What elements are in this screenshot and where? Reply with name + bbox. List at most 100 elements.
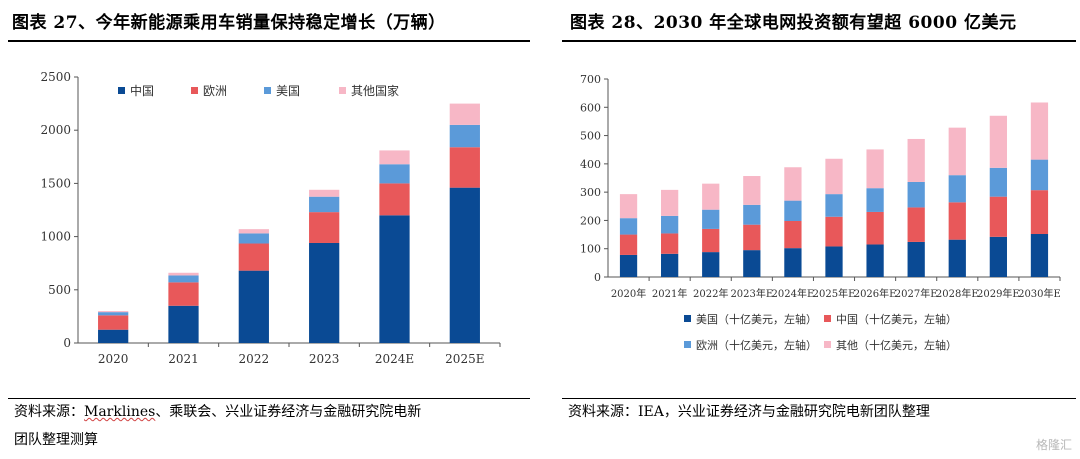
left-chart-bar-segment (309, 242, 340, 343)
right-chart-bar-segment (702, 228, 720, 253)
left-source-prefix: 资料来源： (14, 404, 84, 420)
right-chart-bar-segment (702, 209, 720, 229)
left-source: 资料来源：Marklines、乘联会、兴业证券经济与金融研究院电新 团队整理测算 (14, 398, 530, 454)
right-chart-bar-segment (866, 211, 884, 245)
left-chart-title: 图表 27、今年新能源乘用车销量保持稳定增长（万辆） (12, 13, 446, 33)
left-chart-svg: 0 500 1000 1500 2000 2500 2020 2021 2022 2023 2024… (40, 70, 501, 366)
right-chart-x-tick-label: 2020年 (611, 287, 646, 300)
right-panel: 图表 28、2030 年全球电网投资额有望超 6000 亿美元 0 100 200 3… (562, 0, 1080, 459)
right-chart-y-tick-label: 200 (580, 214, 601, 227)
left-chart-y-tick-label: 0 (63, 336, 71, 350)
right-chart-bar-segment (702, 252, 720, 277)
right-chart-bar-segment (866, 149, 884, 189)
right-chart-title: 图表 28、2030 年全球电网投资额有望超 6000 亿美元 (570, 13, 1017, 33)
right-chart-bar-segment (825, 246, 843, 277)
left-chart-bar-segment (98, 315, 129, 330)
right-chart-bar-segment (619, 254, 638, 277)
right-legend-label: 美国（十亿美元，左轴） (696, 312, 817, 326)
left-chart-bar-segment (98, 311, 129, 313)
left-chart-bar-segment (379, 150, 410, 165)
right-chart-bar-segment (702, 183, 720, 210)
left-chart-bar-segment (379, 183, 410, 216)
right-chart-x-tick-label: 2028年E (936, 287, 979, 300)
right-chart-y-tick-label: 400 (580, 158, 601, 171)
left-legend-label: 欧洲 (203, 84, 227, 98)
left-chart-y-tick-label: 1000 (40, 230, 71, 244)
left-chart-x-tick-label: 2024E (375, 352, 414, 366)
left-chart-x-tick-label: 2025E (445, 352, 484, 366)
left-chart-bar-segment (168, 282, 199, 306)
right-chart-x-tick-label: 2023年E (730, 287, 773, 300)
right-chart-bar-segment (948, 175, 966, 203)
right-chart-bar-segment (619, 194, 638, 219)
watermark: 格隆汇 (1035, 438, 1072, 452)
right-chart-bar-segment (948, 127, 966, 176)
right-chart-bar-segment (661, 215, 679, 234)
left-legend-swatch (264, 87, 271, 94)
left-chart-bar-segment (238, 229, 269, 234)
right-chart-x-tick-label: 2030年E (1018, 287, 1061, 300)
right-chart-bar-segment (743, 250, 761, 277)
right-chart-y-tick-label: 100 (580, 243, 601, 256)
right-chart-bar-segment (743, 204, 761, 225)
left-chart-bar-segment (168, 305, 199, 343)
right-chart-bar-segment (661, 233, 679, 254)
left-chart-area: 0 500 1000 1500 2000 2500 2020 2021 2022 2023 2024… (8, 55, 530, 377)
left-source-marklines: Marklines (84, 404, 156, 420)
left-chart-bar-segment (379, 215, 410, 343)
left-chart-bar-segment (309, 189, 340, 197)
left-chart-bar-segment (168, 275, 199, 283)
left-legend-label: 美国 (276, 84, 300, 98)
right-chart-bar-segment (743, 224, 761, 251)
right-chart-bar-segment (1030, 102, 1049, 160)
left-chart-x-tick-label: 2020 (98, 352, 129, 366)
right-chart-y-tick-label: 0 (594, 271, 601, 284)
left-source-rule (8, 398, 530, 399)
right-chart-bar-segment (989, 236, 1007, 277)
right-chart-bar-segment (907, 207, 925, 242)
left-chart-y-tick-label: 2000 (40, 123, 71, 137)
right-chart-bar-segment (1030, 159, 1049, 191)
right-chart-x-tick-label: 2024年E (772, 287, 815, 300)
left-legend-label: 中国 (130, 83, 154, 98)
right-chart-bar-segment (948, 239, 966, 277)
right-chart-bar-segment (907, 241, 925, 277)
left-chart-x-tick-label: 2022 (239, 352, 270, 366)
right-legend-swatch (684, 315, 691, 322)
left-chart-bar-segment (449, 103, 480, 125)
left-chart-bar-segment (449, 147, 480, 188)
right-chart-x-tick-label: 2022年 (693, 287, 728, 300)
right-legend-swatch (824, 341, 831, 348)
right-chart-bar-segment (619, 234, 638, 255)
right-chart-y-tick-label: 700 (580, 73, 601, 86)
right-legend-label: 中国（十亿美元，左轴） (836, 312, 957, 326)
left-chart-bar-segment (98, 312, 129, 316)
left-source-suffix: 、乘联会、兴业证券经济与金融研究院电新 (155, 404, 422, 420)
right-source-rule (562, 398, 1076, 399)
right-chart-x-tick-label: 2025年E (813, 287, 856, 300)
right-legend-label: 欧洲（十亿美元，左轴） (696, 338, 817, 352)
right-chart-bar-segment (743, 176, 761, 205)
left-chart-x-tick-label: 2023 (309, 352, 340, 366)
right-chart-y-tick-label: 300 (580, 186, 601, 199)
right-chart-bar-segment (661, 189, 679, 216)
right-source-line1: 资料来源：IEA，兴业证券经济与金融研究院电新团队整理 (568, 404, 930, 420)
left-chart-bar-segment (98, 329, 129, 343)
left-chart-bar-segment (379, 164, 410, 184)
left-chart-bar-segment (449, 124, 480, 148)
right-chart-x-tick-label: 2021年 (652, 287, 687, 300)
left-chart-bar-segment (309, 196, 340, 213)
right-title-rule (562, 40, 1076, 42)
right-legend-swatch (684, 341, 691, 348)
right-chart-bar-segment (825, 216, 843, 247)
right-chart-bar-segment (1030, 234, 1049, 277)
left-legend-swatch (191, 87, 198, 94)
left-title-rule (8, 40, 530, 42)
left-chart-bar-segment (238, 243, 269, 271)
left-panel: 图表 27、今年新能源乘用车销量保持稳定增长（万辆） 0 500 1000 1500 2… (0, 0, 530, 459)
right-chart-bar-segment (784, 200, 802, 221)
right-chart-bar-segment (784, 167, 802, 201)
right-chart-bar-segment (784, 220, 802, 249)
left-chart-y-tick-label: 2500 (40, 70, 71, 84)
right-chart-bar-segment (619, 218, 638, 235)
